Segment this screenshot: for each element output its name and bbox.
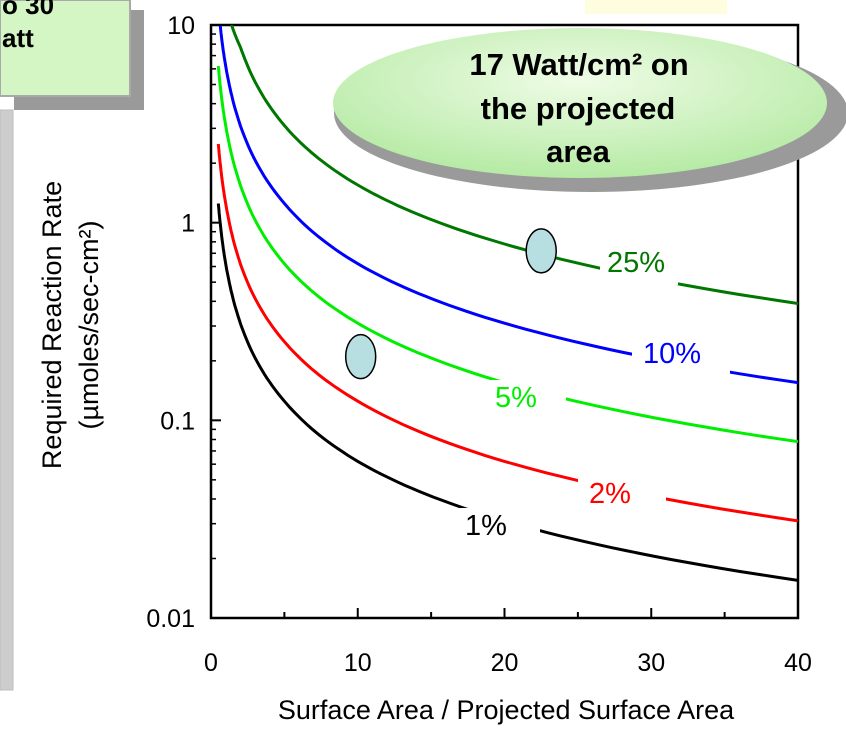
callout-line-2: the projected	[481, 91, 676, 126]
x-tick-label: 10	[344, 649, 372, 677]
y-axis-ticks: 10 1 0.1 0.01	[146, 12, 221, 633]
series-label-2: 2%	[589, 478, 631, 510]
series-label-1: 1%	[465, 510, 507, 542]
y-axis-label-line-2: (µmoles/sec-cm²)	[74, 220, 104, 429]
x-axis-label: Surface Area / Projected Surface Area	[278, 695, 735, 725]
series-label-5: 5%	[495, 382, 537, 414]
x-axis-ticks: 0 10 20 30 40	[204, 608, 812, 677]
left-side-panel	[0, 109, 14, 691]
series-label-10: 10%	[643, 338, 701, 370]
x-tick-label: 0	[204, 649, 218, 677]
highlight-marker-2	[344, 333, 377, 380]
callout-line-1: 17 Watt/cm² on	[469, 47, 688, 82]
x-tick-label: 40	[784, 649, 812, 677]
y-tick-label: 0.1	[160, 407, 195, 435]
highlight-marker-1	[525, 228, 557, 274]
callout-line-3: area	[546, 134, 611, 169]
x-tick-label: 30	[637, 649, 665, 677]
marker-group	[344, 228, 557, 380]
y-tick-label: 0.01	[146, 605, 195, 633]
y-axis-label-line-1: Required Reaction Rate	[37, 181, 67, 469]
top-highlight-strip	[585, 0, 727, 14]
y-tick-label: 1	[181, 210, 195, 238]
series-line-10	[218, 25, 798, 385]
corner-box-line-2: att	[2, 23, 34, 53]
y-tick-label: 10	[167, 12, 195, 40]
x-tick-label: 20	[491, 649, 519, 677]
curve-labels: 25% 10% 5% 2% 1%	[458, 245, 730, 548]
callout: 17 Watt/cm² on the projected area	[333, 28, 846, 192]
corner-info-box: o 30 att	[0, 0, 144, 110]
series-line-2	[216, 143, 798, 523]
corner-box-line-1: o 30	[2, 0, 54, 20]
series-label-25: 25%	[607, 247, 665, 279]
